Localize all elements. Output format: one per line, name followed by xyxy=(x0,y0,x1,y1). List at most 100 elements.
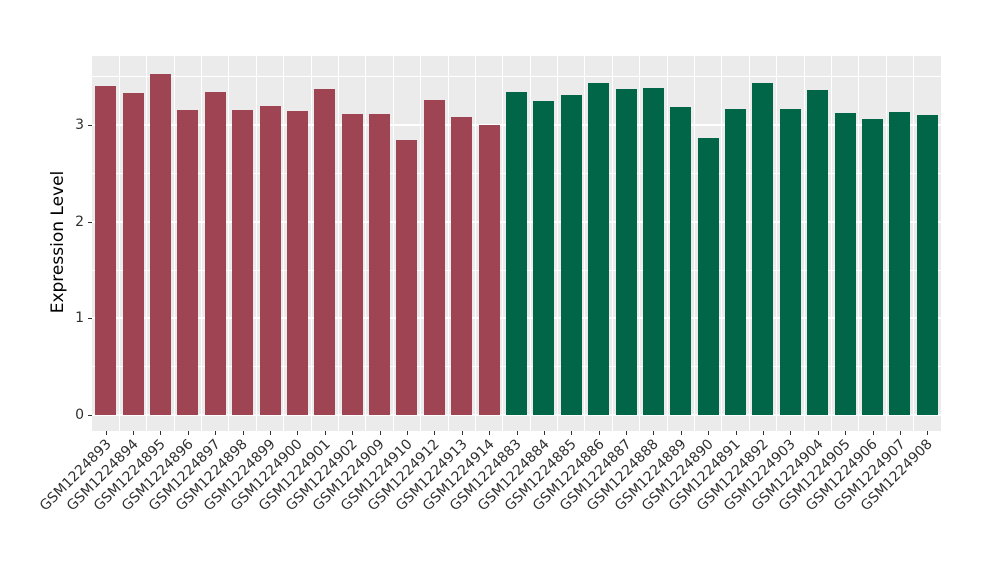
bar-GSM1224892 xyxy=(752,82,774,415)
bar-GSM1224887 xyxy=(615,89,637,415)
x-tick-mark xyxy=(680,431,682,435)
y-tick-mark xyxy=(88,221,92,223)
gridline-vertical-x xyxy=(913,56,915,431)
gridline-vertical-x xyxy=(748,56,750,431)
bar-GSM1224890 xyxy=(697,137,719,415)
y-tick-mark xyxy=(88,318,92,320)
gridline-vertical-x xyxy=(885,56,887,431)
bar-GSM1224896 xyxy=(177,109,199,415)
bar-GSM1224914 xyxy=(478,125,500,415)
x-tick-mark xyxy=(160,431,162,435)
x-tick-mark xyxy=(598,431,600,435)
x-tick-mark xyxy=(434,431,436,435)
bar-GSM1224908 xyxy=(916,114,938,415)
x-tick-mark xyxy=(324,431,326,435)
x-tick-mark xyxy=(790,431,792,435)
y-tick-label: 2 xyxy=(75,213,84,230)
gridline-vertical-x xyxy=(584,56,586,431)
gridline-vertical-x xyxy=(283,56,285,431)
x-tick-mark xyxy=(215,431,217,435)
gridline-vertical-x xyxy=(694,56,696,431)
bar-GSM1224885 xyxy=(560,95,582,415)
x-tick-mark xyxy=(461,431,463,435)
x-tick-mark xyxy=(242,431,244,435)
bar-GSM1224909 xyxy=(369,113,391,415)
y-tick-label: 1 xyxy=(75,310,84,327)
gridline-vertical-x xyxy=(803,56,805,431)
gridline-vertical-x xyxy=(502,56,504,431)
gridline-vertical-x xyxy=(255,56,257,431)
bar-GSM1224904 xyxy=(807,90,829,415)
x-tick-mark xyxy=(626,431,628,435)
gridline-vertical-x xyxy=(858,56,860,431)
bar-GSM1224903 xyxy=(779,108,801,415)
x-tick-mark xyxy=(817,431,819,435)
x-tick-mark xyxy=(352,431,354,435)
bar-GSM1224886 xyxy=(588,82,610,415)
gridline-minor-y xyxy=(92,76,941,78)
x-tick-mark xyxy=(762,431,764,435)
plot-panel xyxy=(92,56,941,431)
x-tick-mark xyxy=(543,431,545,435)
gridline-vertical-x xyxy=(721,56,723,431)
gridline-vertical-x xyxy=(201,56,203,431)
gridline-vertical-x xyxy=(447,56,449,431)
gridline-vertical-x xyxy=(639,56,641,431)
gridline-vertical-x xyxy=(474,56,476,431)
bar-GSM1224898 xyxy=(232,109,254,415)
x-tick-mark xyxy=(105,431,107,435)
x-tick-mark xyxy=(653,431,655,435)
bar-GSM1224906 xyxy=(862,119,884,415)
gridline-vertical-x xyxy=(146,56,148,431)
gridline-major-y xyxy=(92,414,941,416)
bar-GSM1224910 xyxy=(396,139,418,415)
bar-GSM1224905 xyxy=(834,112,856,415)
x-tick-mark xyxy=(270,431,272,435)
bar-GSM1224884 xyxy=(533,101,555,415)
bar-GSM1224893 xyxy=(95,85,117,415)
bar-GSM1224901 xyxy=(314,89,336,415)
x-tick-mark xyxy=(379,431,381,435)
gridline-vertical-x xyxy=(666,56,668,431)
gridline-vertical-x xyxy=(611,56,613,431)
x-tick-mark xyxy=(735,431,737,435)
x-tick-mark xyxy=(927,431,929,435)
bar-GSM1224899 xyxy=(259,105,281,415)
x-tick-mark xyxy=(899,431,901,435)
gridline-vertical-x xyxy=(529,56,531,431)
bar-GSM1224907 xyxy=(889,111,911,415)
x-tick-mark xyxy=(406,431,408,435)
gridline-vertical-x xyxy=(310,56,312,431)
gridline-vertical-x xyxy=(776,56,778,431)
y-tick-mark xyxy=(88,125,92,127)
gridline-vertical-x xyxy=(392,56,394,431)
x-tick-mark xyxy=(133,431,135,435)
bar-GSM1224902 xyxy=(341,113,363,415)
x-tick-mark xyxy=(571,431,573,435)
bar-GSM1224888 xyxy=(642,88,664,415)
y-tick-label: 0 xyxy=(75,407,84,423)
gridline-vertical-x xyxy=(337,56,339,431)
gridline-vertical-x xyxy=(365,56,367,431)
bar-GSM1224891 xyxy=(725,108,747,415)
gridline-vertical-x xyxy=(118,56,120,431)
x-tick-mark xyxy=(845,431,847,435)
bar-GSM1224913 xyxy=(451,117,473,415)
y-axis-title: Expression Level xyxy=(48,170,68,314)
x-tick-mark xyxy=(297,431,299,435)
gridline-vertical-x xyxy=(420,56,422,431)
x-tick-mark xyxy=(489,431,491,435)
bar-GSM1224889 xyxy=(670,106,692,415)
bar-GSM1224883 xyxy=(506,92,527,415)
y-tick-mark xyxy=(88,415,92,416)
y-tick-label: 3 xyxy=(75,117,84,134)
bar-GSM1224894 xyxy=(122,93,144,415)
gridline-vertical-x xyxy=(228,56,230,431)
bar-GSM1224912 xyxy=(423,100,445,415)
x-tick-mark xyxy=(872,431,874,435)
x-tick-mark xyxy=(708,431,710,435)
gridline-vertical-x xyxy=(830,56,832,431)
gridline-vertical-x xyxy=(557,56,559,431)
x-tick-mark xyxy=(187,431,189,435)
